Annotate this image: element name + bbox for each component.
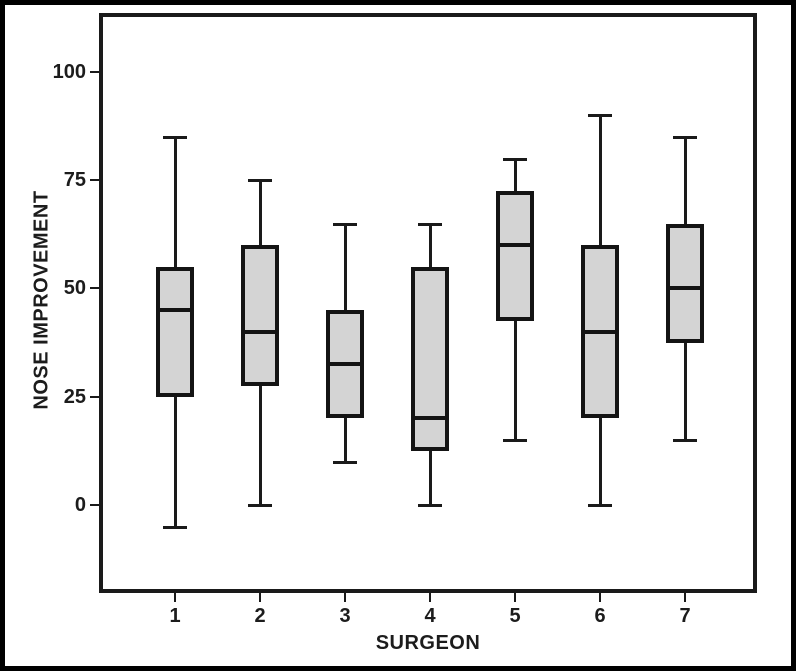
x-axis-tick-label: 1 [169,605,181,627]
y-axis-tick-label: 50 [63,277,86,300]
x-axis-tick-label: 3 [339,605,351,627]
whisker-cap-bottom [503,439,527,443]
x-axis-tick [174,593,176,602]
interquartile-box [241,245,279,386]
y-axis-tick-label: 75 [63,169,86,192]
whisker-cap-bottom [588,503,612,507]
median-line [496,243,534,248]
interquartile-box [411,266,449,451]
median-line [581,329,619,334]
x-axis-tick [429,593,431,602]
x-axis-tick-label: 6 [594,605,606,627]
y-axis-tick-label: 0 [74,493,86,516]
whisker-cap-top [333,222,357,226]
median-line [666,286,704,291]
whisker-cap-bottom [418,503,442,507]
median-line [241,329,279,334]
y-axis-tick-label: 25 [63,385,86,408]
y-axis-tick [90,70,99,73]
y-axis-tick [90,287,99,290]
x-axis-tick-label: 5 [509,605,521,627]
x-axis-tick [599,593,601,602]
x-axis-tick [684,593,686,602]
x-axis-tick-label: 2 [254,605,266,627]
y-axis-tick-label: 100 [52,60,86,83]
x-axis-tick-label: 7 [679,605,691,627]
whisker-cap-top [248,179,272,183]
median-line [326,362,364,367]
y-axis-tick [90,179,99,182]
whisker-cap-top [418,222,442,226]
whisker-cap-bottom [333,460,357,464]
x-axis-title: SURGEON [375,632,481,654]
whisker-cap-bottom [673,439,697,443]
whisker-cap-bottom [163,525,187,529]
y-axis-tick [90,503,99,506]
whisker-cap-top [163,135,187,139]
whisker-cap-top [673,135,697,139]
interquartile-box [666,223,704,343]
interquartile-box [496,191,534,321]
median-line [411,416,449,421]
median-line [156,308,194,313]
x-axis-tick [514,593,516,602]
whisker-cap-top [588,114,612,118]
x-axis-tick [259,593,261,602]
y-axis-tick [90,395,99,398]
whisker-cap-top [503,157,527,161]
x-axis-tick [344,593,346,602]
interquartile-box [156,266,194,397]
whisker-cap-bottom [248,503,272,507]
x-axis-tick-label: 4 [424,605,436,627]
